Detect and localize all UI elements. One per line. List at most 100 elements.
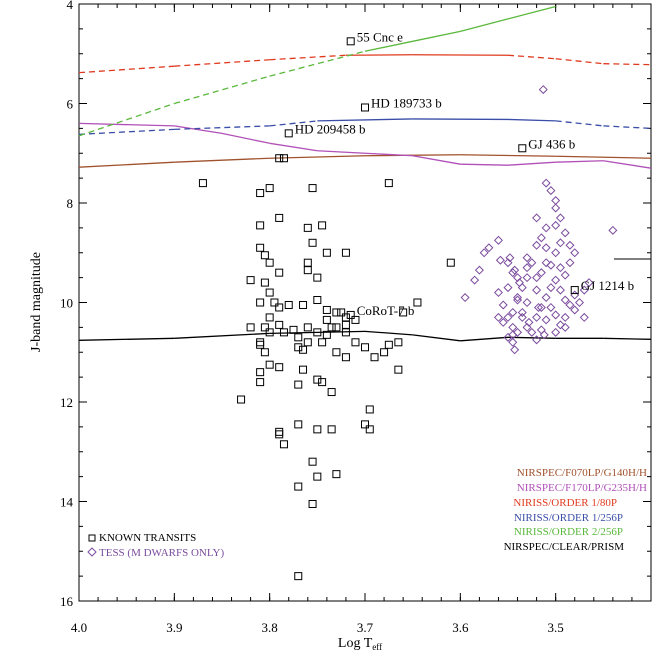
legend-tess: TESS (M DWARFS ONLY) bbox=[99, 547, 224, 559]
tess-point bbox=[560, 322, 570, 332]
tess-point bbox=[495, 255, 505, 265]
tess-point bbox=[474, 265, 484, 275]
curve-5-segment bbox=[269, 330, 366, 334]
tess-point bbox=[532, 273, 542, 283]
known-transit-point bbox=[446, 258, 455, 267]
known-transit-point bbox=[260, 278, 269, 287]
tess-point bbox=[551, 196, 561, 206]
curve-0-segment bbox=[174, 157, 270, 163]
known-transit-point bbox=[246, 323, 255, 332]
tess-point bbox=[493, 235, 503, 245]
known-transit-point bbox=[341, 320, 350, 329]
tess-point bbox=[532, 285, 542, 295]
curve-5-segment bbox=[603, 337, 652, 340]
tess-point bbox=[524, 317, 534, 327]
tess-point bbox=[555, 320, 565, 330]
y-tick-label: 14 bbox=[60, 495, 74, 510]
y-tick-label: 12 bbox=[60, 395, 73, 410]
known-transit-point bbox=[294, 333, 303, 342]
curve-4-segment bbox=[460, 18, 509, 32]
tess-point bbox=[538, 85, 548, 95]
planet-label: 55 Cnc e bbox=[357, 29, 403, 44]
known-transit-point bbox=[275, 363, 284, 372]
known-transit-point bbox=[299, 365, 308, 374]
known-transit-point bbox=[365, 425, 374, 434]
x-axis-title-sub: eff bbox=[372, 642, 382, 652]
named-planet-point bbox=[346, 310, 355, 319]
known-transit-point bbox=[380, 348, 389, 357]
tess-point bbox=[522, 253, 532, 263]
y-tick-label: 6 bbox=[67, 97, 74, 112]
named-planet-point bbox=[570, 286, 579, 295]
tess-point bbox=[551, 248, 561, 258]
known-transit-point bbox=[294, 572, 303, 581]
curve-3-segment bbox=[174, 125, 270, 131]
curve-5-segment bbox=[174, 332, 270, 339]
known-transit-point bbox=[303, 223, 312, 232]
known-transit-point bbox=[327, 388, 336, 397]
tess-point bbox=[479, 248, 489, 258]
known-transit-point bbox=[313, 375, 322, 384]
tess-point bbox=[584, 278, 594, 288]
legend-curve-2: NIRISS/ORDER 1/80P bbox=[513, 497, 617, 509]
known-transit-point bbox=[341, 248, 350, 257]
curve-5-segment bbox=[460, 336, 509, 342]
known-transit-point bbox=[394, 365, 403, 374]
tess-point bbox=[541, 223, 551, 233]
tess-point bbox=[551, 220, 561, 230]
annotations: 55 Cnc e HD 189733 b HD 209458 b GJ 436 b GJ… bbox=[284, 29, 634, 319]
tess-point bbox=[513, 293, 523, 303]
known-transit-point bbox=[322, 305, 331, 314]
curve-1-segment bbox=[507, 161, 556, 166]
tess-point bbox=[541, 258, 551, 268]
curve-0-segment bbox=[78, 161, 175, 168]
known-transit-point bbox=[256, 338, 265, 347]
tess-point bbox=[498, 300, 508, 310]
tess-point bbox=[508, 337, 518, 347]
known-transit-point bbox=[341, 313, 350, 322]
curve-2-segment bbox=[603, 63, 652, 66]
known-transit-point bbox=[318, 378, 327, 387]
known-transit-point bbox=[260, 323, 269, 332]
y-tick-label: 16 bbox=[60, 594, 74, 609]
known-transit-point bbox=[313, 328, 322, 337]
tess-point bbox=[541, 293, 551, 303]
tess-point bbox=[484, 243, 494, 253]
known-transit-point bbox=[365, 405, 374, 414]
known-transit-point bbox=[299, 345, 308, 354]
known-transit-point bbox=[275, 268, 284, 277]
curve-1-segment bbox=[364, 152, 413, 157]
tess-point bbox=[560, 295, 570, 305]
known-transit-point bbox=[308, 499, 317, 508]
y-axis-title: J-band magnitude bbox=[29, 252, 44, 352]
curve-4-segment bbox=[174, 75, 270, 105]
known-transit-point bbox=[256, 340, 265, 349]
curve-3-segment bbox=[507, 118, 556, 122]
tess-point bbox=[536, 325, 546, 335]
known-transit-point bbox=[256, 243, 265, 252]
known-transit-point bbox=[384, 340, 393, 349]
tess-point bbox=[565, 300, 575, 310]
known-transit-point bbox=[299, 300, 308, 309]
known-transit-point bbox=[322, 248, 331, 257]
known-transit-point bbox=[265, 328, 274, 337]
known-transit-point bbox=[256, 189, 265, 198]
tess-point bbox=[551, 327, 561, 337]
tess-point bbox=[570, 305, 580, 315]
x-tick-label: 3.9 bbox=[166, 620, 182, 635]
tess-point bbox=[532, 240, 542, 250]
known-transit-point bbox=[294, 343, 303, 352]
known-transit-point bbox=[327, 425, 336, 434]
legend-curve-3: NIRISS/ORDER 1/256P bbox=[514, 512, 623, 524]
known-transit-point bbox=[351, 315, 360, 324]
tess-point bbox=[546, 186, 556, 196]
legend-curve-4: NIRISS/ORDER 2/256P bbox=[514, 526, 623, 538]
known-transit-point bbox=[303, 258, 312, 267]
tess-point bbox=[527, 258, 537, 268]
known-transit-point bbox=[237, 395, 246, 404]
known-transit-point bbox=[279, 440, 288, 449]
tess-point bbox=[508, 268, 518, 278]
tess-point bbox=[503, 332, 513, 342]
tess-point bbox=[533, 302, 544, 312]
tess-point bbox=[551, 203, 561, 213]
